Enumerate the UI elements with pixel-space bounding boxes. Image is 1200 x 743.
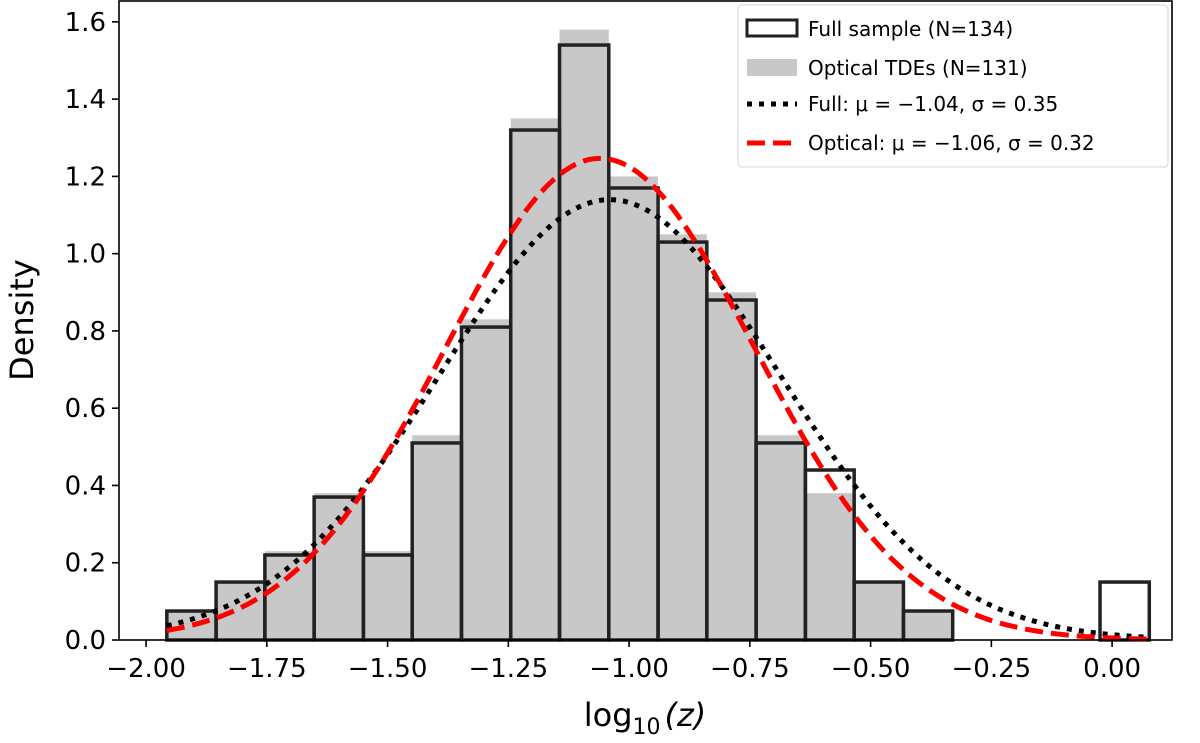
y-tick-label: 0.6 — [65, 394, 106, 424]
optical-bar — [608, 176, 659, 641]
y-tick-label: 0.8 — [65, 317, 106, 347]
optical-bar — [559, 29, 609, 641]
x-tick-label: −0.25 — [952, 654, 1032, 684]
y-tick-label: 1.4 — [65, 85, 106, 115]
x-tick-label: −1.25 — [468, 654, 548, 684]
optical-bar — [412, 435, 462, 640]
y-tick-label: 0.2 — [65, 549, 106, 579]
optical-bar — [903, 610, 953, 640]
y-tick-label: 1.2 — [65, 162, 106, 192]
optical-bar — [706, 292, 757, 640]
x-tick-label: 0.00 — [1083, 654, 1141, 684]
legend-swatch-optical — [747, 59, 797, 76]
optical-bar — [658, 234, 707, 640]
x-tick-label: −2.00 — [106, 654, 186, 684]
legend-box — [737, 4, 1169, 168]
optical-bar — [756, 435, 806, 640]
y-axis-label: Density — [3, 259, 41, 381]
optical-bar — [805, 493, 855, 640]
plot-frame — [118, 0, 1173, 641]
x-tick-label: −1.50 — [348, 654, 428, 684]
y-tick-label: 0.0 — [65, 626, 106, 656]
y-tick-label: 0.4 — [65, 471, 106, 501]
legend: Full sample (N=134) Optical TDEs (N=131)… — [737, 4, 1169, 168]
optical-bar — [854, 580, 904, 640]
x-axis: −2.00 −1.75 −1.50 −1.25 −1.00 −0.75 −0.50 −0.25… — [106, 640, 1141, 684]
x-axis-label: log10 (z) — [584, 696, 707, 739]
optical-bar — [314, 493, 364, 640]
optical-fit-curve — [166, 155, 1150, 642]
full-sample-bar — [1098, 580, 1152, 642]
optical-bar — [264, 551, 315, 640]
x-tick-label: −0.50 — [831, 654, 911, 684]
y-axis: 0.0 0.2 0.4 0.6 0.8 1.0 1.2 1.4 1.6 — [65, 8, 119, 656]
x-tick-label: −1.75 — [227, 654, 307, 684]
y-tick-label: 1.6 — [65, 8, 106, 38]
full-fit-curve — [166, 197, 1150, 640]
legend-label-optical: Optical TDEs (N=131) — [808, 56, 1028, 80]
y-tick-label: 1.0 — [65, 240, 106, 270]
optical-bar — [461, 319, 511, 640]
optical-bar — [363, 551, 413, 640]
legend-label-optical-fit: Optical: μ = −1.06, σ = 0.32 — [808, 131, 1095, 155]
x-tick-label: −1.00 — [589, 654, 669, 684]
optical-bar — [166, 610, 217, 640]
optical-bar — [510, 118, 560, 641]
optical-histogram — [166, 29, 953, 641]
legend-swatch-full — [745, 18, 799, 38]
legend-label-full-fit: Full: μ = −1.04, σ = 0.35 — [808, 92, 1058, 116]
x-tick-label: −0.75 — [710, 654, 790, 684]
legend-label-full: Full sample (N=134) — [808, 17, 1013, 41]
gaussian-fits — [166, 155, 1150, 642]
